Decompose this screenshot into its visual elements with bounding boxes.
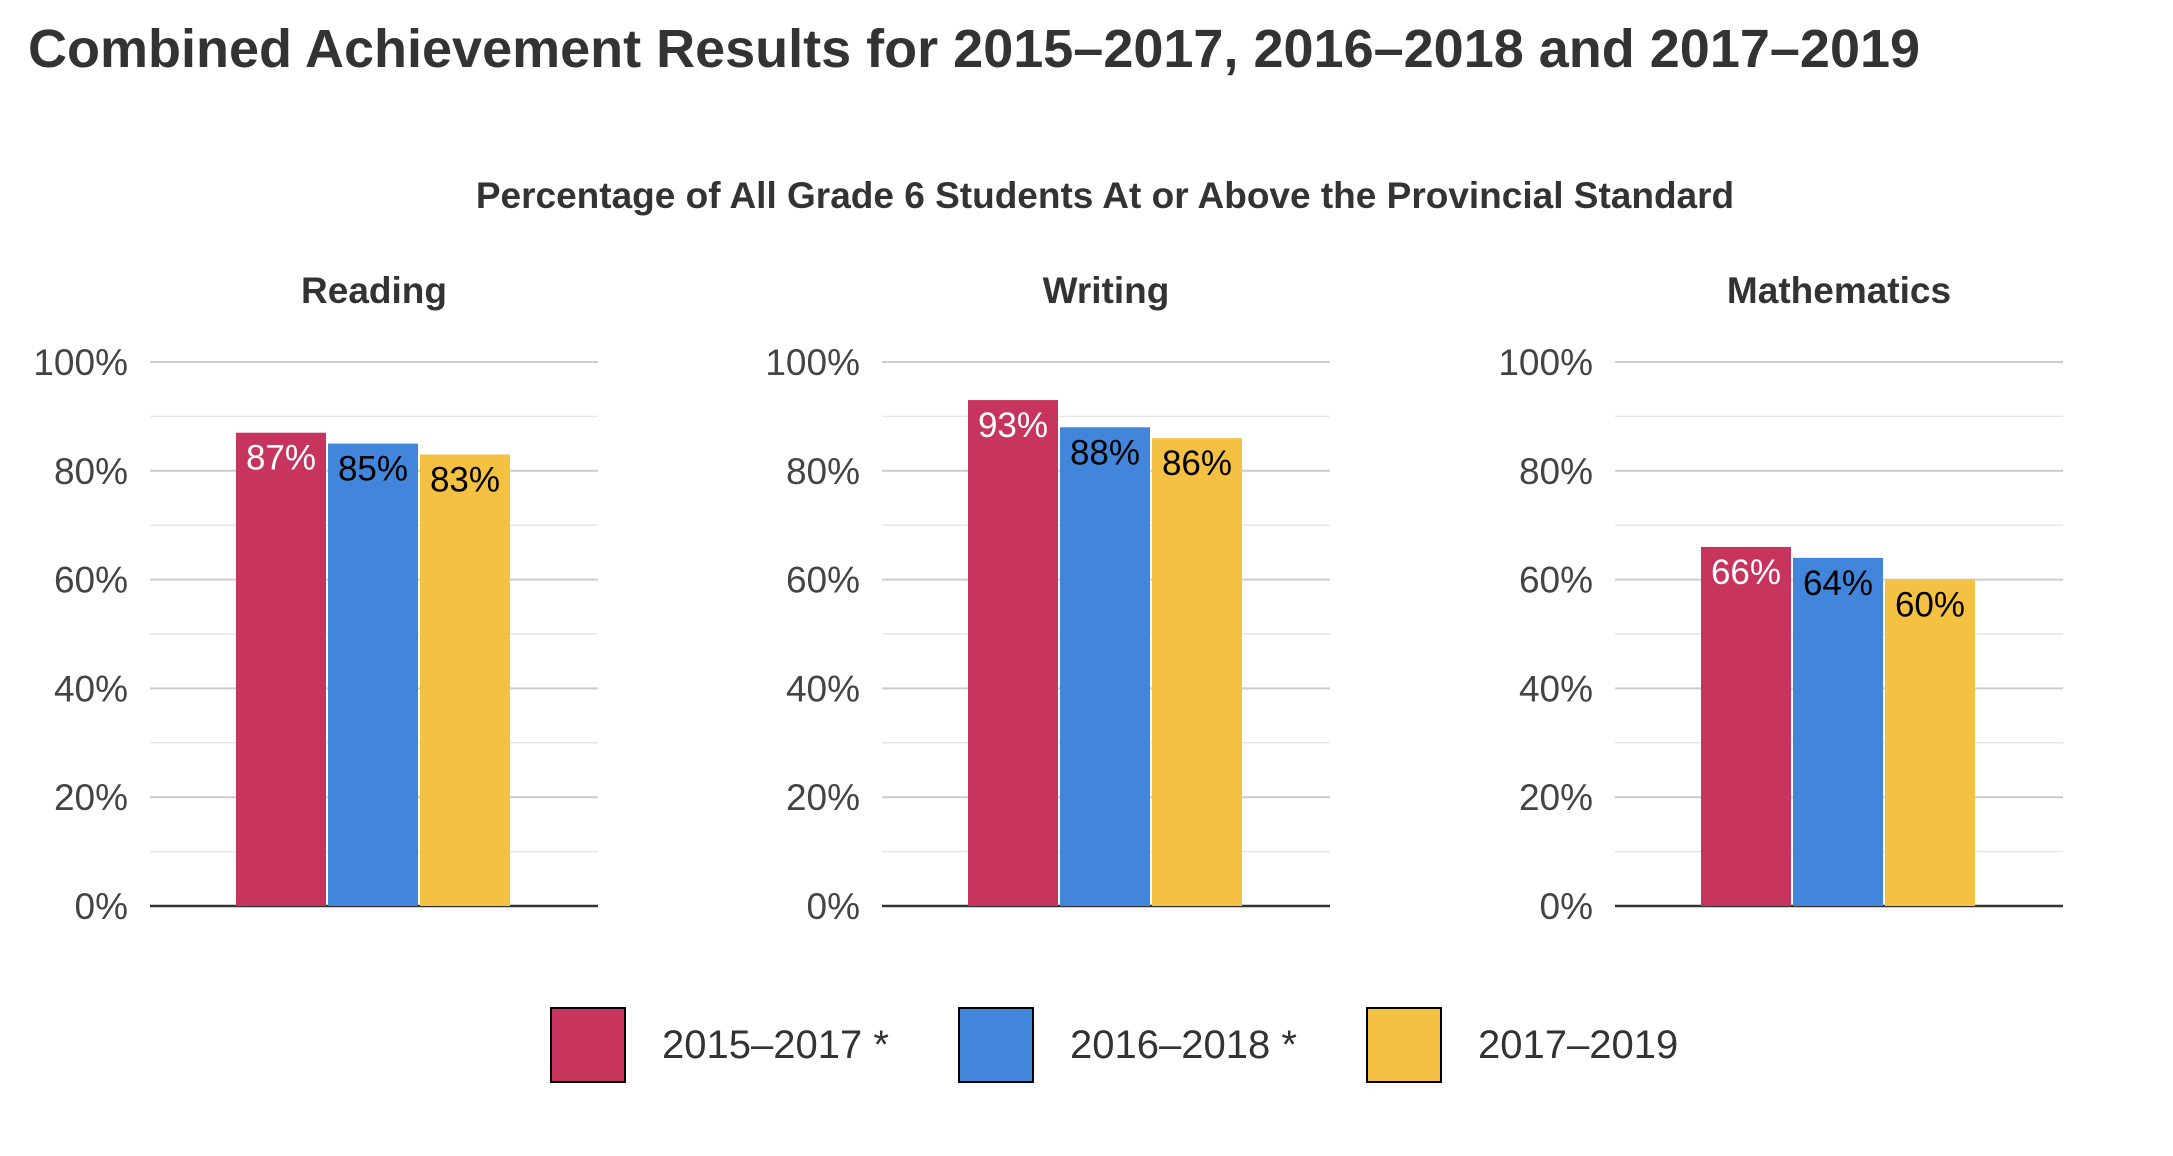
y-tick-label-reading: 80% bbox=[54, 451, 128, 492]
y-tick-label-mathematics: 100% bbox=[1498, 342, 1593, 383]
legend-swatch-series-3 bbox=[1366, 1007, 1442, 1083]
y-tick-label-writing: 80% bbox=[786, 451, 860, 492]
y-tick-label-reading: 20% bbox=[54, 777, 128, 818]
bar-writing-series-1 bbox=[968, 400, 1058, 906]
value-label-mathematics-series-3: 60% bbox=[1895, 586, 1965, 625]
y-tick-label-mathematics: 80% bbox=[1519, 451, 1593, 492]
y-tick-label-writing: 0% bbox=[807, 886, 860, 927]
page-title: Combined Achievement Results for 2015–20… bbox=[28, 19, 1921, 79]
y-tick-label-writing: 20% bbox=[786, 777, 860, 818]
value-label-writing-series-1: 93% bbox=[978, 406, 1048, 445]
legend-swatch-series-1 bbox=[550, 1007, 626, 1083]
grouped-bar-chart: Percentage of All Grade 6 Students At or… bbox=[33, 175, 2063, 927]
value-label-reading-series-1: 87% bbox=[246, 439, 316, 478]
legend-label-series-2: 2016–2018 * bbox=[1070, 1022, 1297, 1067]
chart-subtitle: Percentage of All Grade 6 Students At or… bbox=[476, 175, 1734, 216]
legend-item-series-3: 2017–2019 bbox=[1366, 1005, 1678, 1085]
value-label-mathematics-series-1: 66% bbox=[1711, 553, 1781, 592]
value-label-reading-series-2: 85% bbox=[338, 450, 408, 489]
value-label-writing-series-2: 88% bbox=[1070, 433, 1140, 472]
panel-title-writing: Writing bbox=[1043, 270, 1170, 311]
value-label-mathematics-series-2: 64% bbox=[1803, 564, 1873, 603]
bar-writing-series-2 bbox=[1060, 427, 1150, 906]
y-tick-label-reading: 0% bbox=[75, 886, 128, 927]
legend-label-series-1: 2015–2017 * bbox=[662, 1022, 889, 1067]
bar-writing-series-3 bbox=[1152, 438, 1242, 906]
y-tick-label-writing: 40% bbox=[786, 668, 860, 709]
legend-item-series-1: 2015–2017 * bbox=[550, 1005, 889, 1085]
legend-label-series-3: 2017–2019 bbox=[1478, 1022, 1679, 1067]
value-label-writing-series-3: 86% bbox=[1162, 444, 1232, 483]
bar-reading-series-3 bbox=[420, 454, 510, 906]
panel-title-mathematics: Mathematics bbox=[1727, 270, 1951, 311]
bar-mathematics-series-3 bbox=[1885, 579, 1975, 906]
panel-title-reading: Reading bbox=[301, 270, 447, 311]
legend-item-series-2: 2016–2018 * bbox=[958, 1005, 1297, 1085]
y-tick-label-mathematics: 0% bbox=[1540, 886, 1593, 927]
bar-mathematics-series-1 bbox=[1701, 546, 1791, 906]
y-tick-label-mathematics: 60% bbox=[1519, 560, 1593, 601]
legend-swatch-series-2 bbox=[958, 1007, 1034, 1083]
chart-legend: 2015–2017 * 2016–2018 * 2017–2019 bbox=[0, 1005, 2173, 1085]
y-tick-label-mathematics: 20% bbox=[1519, 777, 1593, 818]
bar-reading-series-1 bbox=[236, 432, 326, 906]
y-tick-label-reading: 60% bbox=[54, 560, 128, 601]
bar-reading-series-2 bbox=[328, 443, 418, 906]
y-tick-label-reading: 40% bbox=[54, 668, 128, 709]
y-tick-label-reading: 100% bbox=[33, 342, 128, 383]
value-label-reading-series-3: 83% bbox=[430, 460, 500, 499]
y-tick-label-mathematics: 40% bbox=[1519, 668, 1593, 709]
bar-mathematics-series-2 bbox=[1793, 557, 1883, 906]
y-tick-label-writing: 60% bbox=[786, 560, 860, 601]
y-tick-label-writing: 100% bbox=[765, 342, 860, 383]
